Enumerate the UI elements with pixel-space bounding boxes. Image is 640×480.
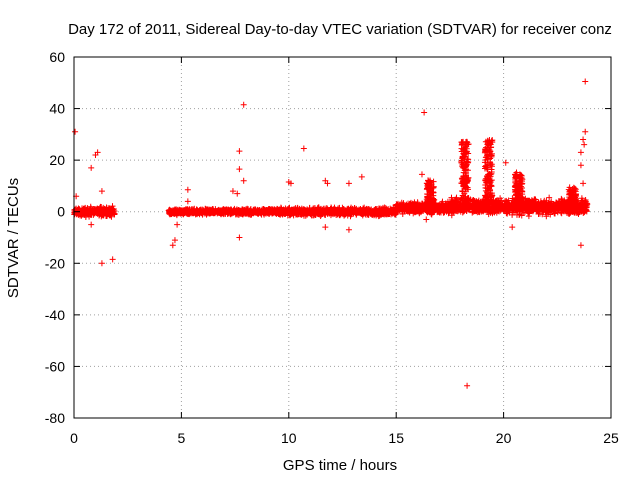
data-point bbox=[286, 204, 293, 211]
y-tick-label: 40 bbox=[49, 101, 65, 117]
data-point bbox=[277, 204, 284, 211]
data-point bbox=[335, 209, 342, 216]
data-point bbox=[332, 209, 339, 216]
data-point bbox=[196, 207, 203, 214]
data-point bbox=[245, 211, 252, 218]
data-point bbox=[343, 208, 350, 215]
data-point bbox=[289, 210, 296, 217]
data-point bbox=[76, 206, 83, 213]
y-tick-label: 60 bbox=[49, 49, 65, 65]
data-point bbox=[350, 209, 357, 216]
data-point bbox=[99, 211, 106, 218]
data-point bbox=[381, 204, 388, 211]
data-point bbox=[193, 206, 200, 213]
data-point bbox=[331, 207, 338, 214]
data-point bbox=[186, 209, 193, 216]
data-point bbox=[92, 208, 99, 215]
y-tick-label: -60 bbox=[45, 358, 65, 374]
data-point bbox=[315, 206, 322, 213]
data-point bbox=[203, 207, 210, 214]
data-point bbox=[171, 210, 178, 217]
data-point bbox=[208, 209, 215, 216]
data-point bbox=[220, 208, 227, 215]
data-point bbox=[285, 208, 292, 215]
data-point bbox=[230, 209, 237, 216]
data-point bbox=[301, 206, 308, 213]
x-axis-label: GPS time / hours bbox=[283, 457, 397, 474]
y-tick-label: -20 bbox=[45, 255, 65, 271]
data-point bbox=[177, 208, 184, 215]
data-point bbox=[366, 207, 373, 214]
data-point bbox=[206, 207, 213, 214]
data-point bbox=[244, 208, 251, 215]
data-point bbox=[266, 209, 273, 216]
data-point bbox=[377, 208, 384, 215]
data-point bbox=[353, 205, 360, 212]
data-point bbox=[77, 209, 84, 216]
data-point bbox=[381, 210, 388, 217]
x-tick-label: 15 bbox=[388, 430, 404, 446]
data-point bbox=[257, 208, 264, 215]
y-tick-label: 0 bbox=[57, 204, 65, 220]
data-point bbox=[300, 212, 307, 219]
data-point bbox=[254, 206, 261, 213]
x-tick-label: 10 bbox=[281, 430, 297, 446]
y-tick-label: -40 bbox=[45, 307, 65, 323]
data-point bbox=[103, 207, 110, 214]
x-tick-label: 5 bbox=[178, 430, 186, 446]
x-tick-label: 25 bbox=[603, 430, 619, 446]
x-tick-label: 0 bbox=[70, 430, 78, 446]
data-point bbox=[212, 207, 219, 214]
data-point bbox=[282, 205, 289, 212]
data-point bbox=[365, 211, 372, 218]
data-point bbox=[372, 210, 379, 217]
data-point bbox=[258, 211, 265, 218]
data-point bbox=[91, 207, 98, 214]
data-point bbox=[98, 203, 105, 210]
data-points bbox=[71, 78, 591, 389]
data-point bbox=[167, 208, 174, 215]
data-point bbox=[340, 210, 347, 217]
data-point bbox=[263, 209, 270, 216]
y-tick-label: 20 bbox=[49, 152, 65, 168]
data-point bbox=[285, 207, 292, 214]
data-point bbox=[363, 205, 370, 212]
data-point bbox=[247, 207, 254, 214]
data-point bbox=[382, 210, 389, 217]
data-point bbox=[109, 208, 116, 215]
chart-title: Day 172 of 2011, Sidereal Day-to-day VTE… bbox=[68, 21, 612, 38]
y-axis-label: SDTVAR / TECUs bbox=[5, 178, 22, 298]
data-point bbox=[278, 207, 285, 214]
data-point bbox=[171, 210, 178, 217]
data-point bbox=[236, 207, 243, 214]
data-point bbox=[293, 210, 300, 217]
data-point bbox=[87, 205, 94, 212]
data-point bbox=[308, 207, 315, 214]
data-point bbox=[307, 211, 314, 218]
data-point bbox=[80, 209, 87, 216]
x-tick-label: 20 bbox=[496, 430, 512, 446]
data-point bbox=[361, 206, 368, 213]
data-point bbox=[238, 209, 245, 216]
y-tick-label: -80 bbox=[45, 410, 65, 426]
data-point bbox=[109, 203, 116, 210]
data-point bbox=[100, 212, 107, 219]
data-point bbox=[324, 209, 331, 216]
data-point bbox=[369, 209, 376, 216]
